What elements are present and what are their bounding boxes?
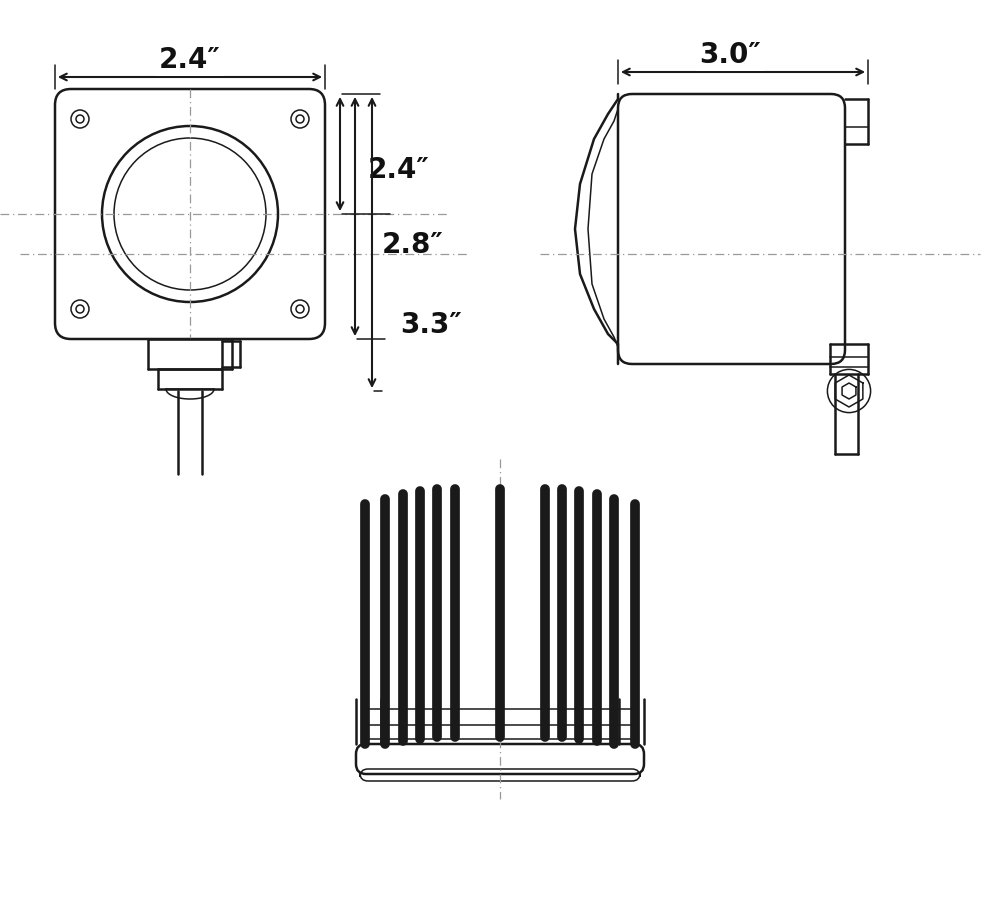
Text: 2.4″: 2.4″: [159, 46, 221, 74]
Text: 2.4″: 2.4″: [368, 156, 430, 184]
Text: 3.3″: 3.3″: [400, 311, 462, 339]
Text: 3.0″: 3.0″: [699, 41, 761, 69]
Text: 2.8″: 2.8″: [382, 230, 444, 259]
